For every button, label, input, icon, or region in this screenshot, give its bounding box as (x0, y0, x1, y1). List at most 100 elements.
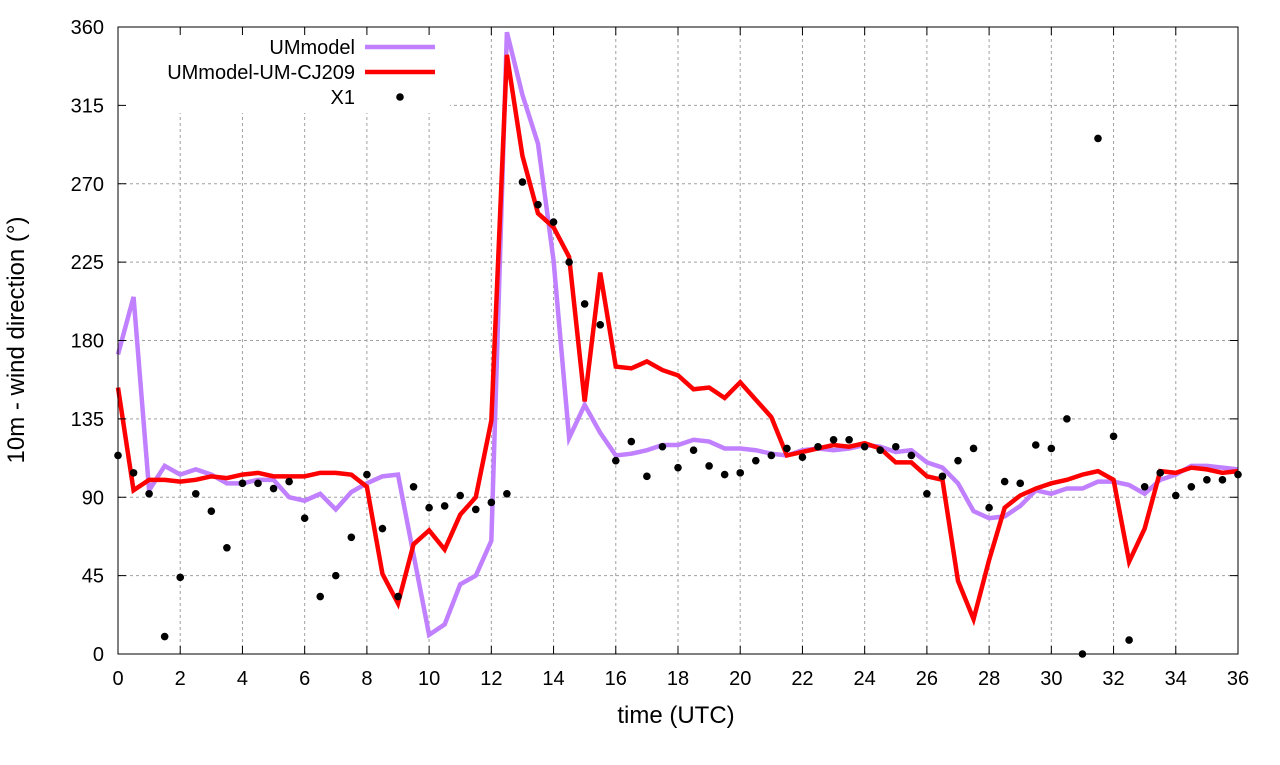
data-point (783, 445, 791, 453)
y-axis-label: 10m - wind direction (°) (3, 216, 30, 463)
data-point (674, 464, 682, 472)
data-point (861, 443, 869, 451)
x-tick-label: 28 (978, 668, 1000, 690)
data-point (939, 473, 947, 481)
data-point (1219, 476, 1227, 484)
x-tick-label: 4 (237, 668, 248, 690)
data-point (410, 483, 418, 491)
x-axis-label: time (UTC) (617, 702, 734, 729)
data-point (285, 478, 293, 486)
data-point (1016, 480, 1024, 488)
data-point (643, 473, 651, 481)
data-point (534, 201, 542, 209)
data-point (736, 469, 744, 477)
data-point (332, 572, 340, 580)
data-point (1001, 478, 1009, 486)
data-point (1141, 483, 1149, 491)
y-tick-label: 0 (93, 644, 104, 666)
data-point (254, 480, 262, 488)
data-point (581, 300, 589, 308)
data-point (1032, 441, 1040, 449)
data-point (550, 218, 558, 226)
data-point (814, 443, 822, 451)
data-point (1156, 469, 1164, 477)
data-point (488, 499, 496, 507)
y-tick-label: 315 (71, 95, 104, 117)
data-point (1172, 492, 1180, 500)
data-point (612, 457, 620, 465)
x-tick-label: 16 (605, 668, 627, 690)
data-point (690, 446, 698, 454)
data-point (752, 457, 760, 465)
x-tick-label: 30 (1040, 668, 1062, 690)
x-tick-label: 18 (667, 668, 689, 690)
data-point (192, 490, 200, 498)
data-point (472, 506, 480, 514)
data-point (503, 490, 511, 498)
data-point (519, 178, 527, 186)
x-tick-label: 8 (361, 668, 372, 690)
data-point (892, 443, 900, 451)
data-point (379, 525, 387, 533)
data-point (721, 471, 729, 479)
data-point (130, 469, 138, 477)
data-point (301, 514, 309, 522)
data-point (596, 321, 604, 329)
y-tick-label: 225 (71, 252, 104, 274)
y-tick-label: 90 (82, 487, 104, 509)
x-tick-label: 26 (916, 668, 938, 690)
data-point (845, 436, 853, 444)
data-point (970, 445, 978, 453)
x-tick-label: 22 (791, 668, 813, 690)
x-tick-label: 12 (480, 668, 502, 690)
data-point (1094, 135, 1102, 143)
x-tick-label: 34 (1165, 668, 1187, 690)
data-point (145, 490, 153, 498)
data-point (1188, 483, 1196, 491)
data-point (363, 471, 371, 479)
data-point (1063, 415, 1071, 423)
x-tick-label: 20 (729, 668, 751, 690)
data-point (565, 258, 573, 266)
y-tick-label: 270 (71, 174, 104, 196)
data-point (1125, 636, 1133, 644)
data-point (161, 633, 169, 641)
legend-label: UMmodel-UM-CJ209 (167, 62, 355, 84)
series-line-1 (118, 55, 1238, 619)
data-point (176, 574, 184, 582)
grid (118, 27, 1238, 654)
data-point (1048, 445, 1056, 453)
legend-label: UMmodel (269, 37, 355, 59)
data-point (1203, 476, 1211, 484)
y-tick-label: 135 (71, 409, 104, 431)
x-tick-label: 14 (542, 668, 564, 690)
data-point (876, 446, 884, 454)
legend-label: X1 (331, 87, 355, 109)
y-tick-label: 180 (71, 331, 104, 353)
data-point (348, 534, 356, 542)
x-tick-label: 24 (854, 668, 876, 690)
data-point (705, 462, 713, 470)
data-point (659, 443, 667, 451)
data-point (223, 544, 231, 552)
data-point (208, 507, 216, 515)
data-point (270, 485, 278, 493)
x-tick-label: 6 (299, 668, 310, 690)
data-point (908, 452, 916, 460)
y-tick-label: 45 (82, 566, 104, 588)
x-tick-label: 2 (175, 668, 186, 690)
data-point (799, 453, 807, 461)
data-point (425, 504, 433, 512)
x-tick-label: 32 (1102, 668, 1124, 690)
data-point (394, 593, 402, 601)
x-tick-label: 10 (418, 668, 440, 690)
data-point (1110, 432, 1118, 440)
data-point (316, 593, 324, 601)
data-point (830, 436, 838, 444)
data-point (985, 504, 993, 512)
data-point (768, 452, 776, 460)
y-tick-label: 360 (71, 17, 104, 39)
data-point (239, 480, 247, 488)
